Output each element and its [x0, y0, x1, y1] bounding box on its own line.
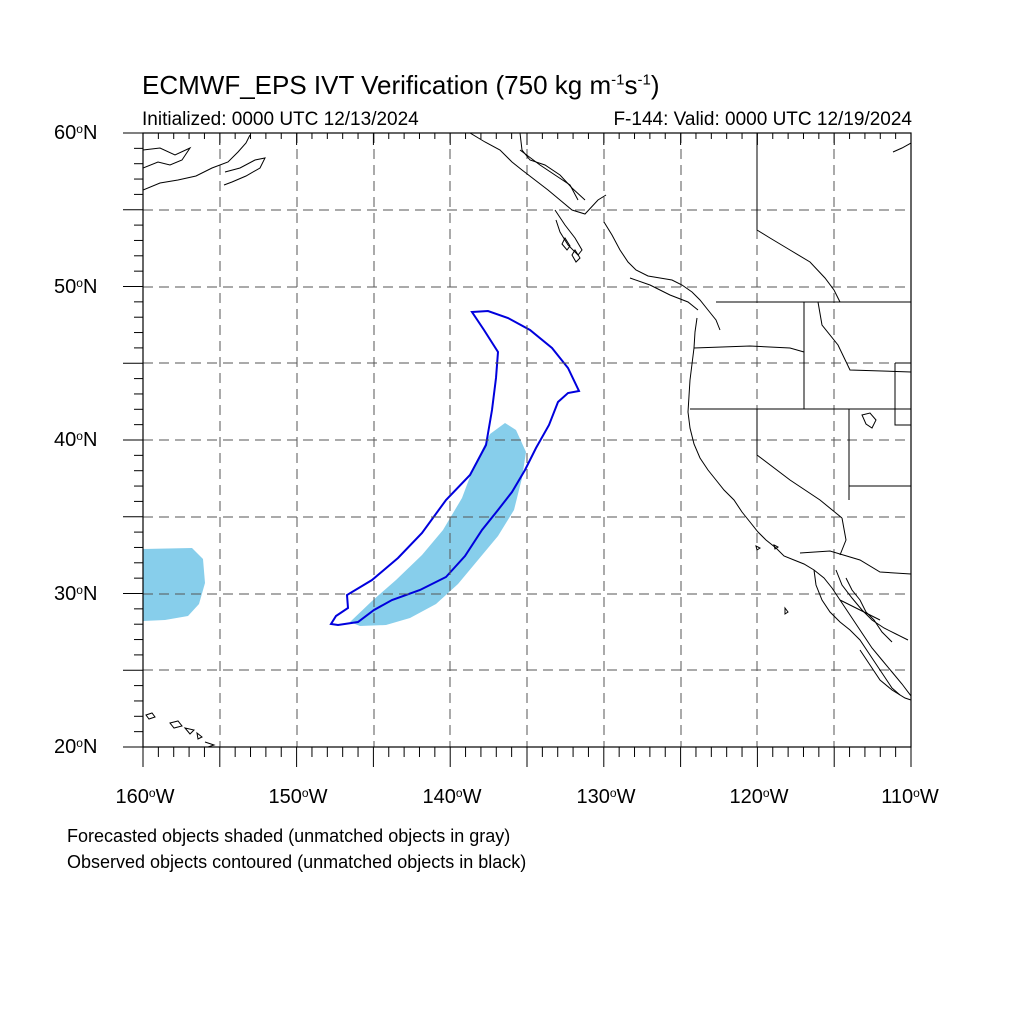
lon-label-160w: 160oW	[115, 786, 175, 808]
lon-label-120w: 120oW	[729, 786, 789, 808]
lon-label-150w: 150oW	[268, 786, 328, 808]
coastline-hudson	[892, 142, 911, 153]
lat-label-60n: 60oN	[54, 122, 98, 144]
lon-label-110w: 110oW	[881, 786, 939, 808]
lat-label-40n: 40oN	[54, 429, 98, 451]
lat-label-30n: 30oN	[54, 583, 98, 605]
legend-forecast-note: Forecasted objects shaded (unmatched obj…	[67, 826, 511, 846]
lat-label-20n: 20oN	[54, 736, 98, 758]
coastlines	[143, 133, 911, 747]
forecast-object-main	[350, 423, 526, 626]
graticule	[143, 133, 911, 747]
lat-label-50n: 50oN	[54, 276, 98, 298]
forecast-object-west	[143, 548, 205, 621]
lon-label-140w: 140oW	[422, 786, 482, 808]
valid-time-label: F-144: Valid: 0000 UTC 12/19/2024	[613, 109, 912, 130]
lon-label-130w: 130oW	[576, 786, 636, 808]
observed-object-contour	[329, 309, 581, 627]
legend-observed-note: Observed objects contoured (unmatched ob…	[67, 852, 527, 872]
map-title: ECMWF_EPS IVT Verification (750 kg m-1s-…	[142, 70, 660, 100]
axis-ticks	[123, 132, 912, 767]
init-time-label: Initialized: 0000 UTC 12/13/2024	[142, 109, 419, 130]
political-borders	[519, 133, 911, 621]
